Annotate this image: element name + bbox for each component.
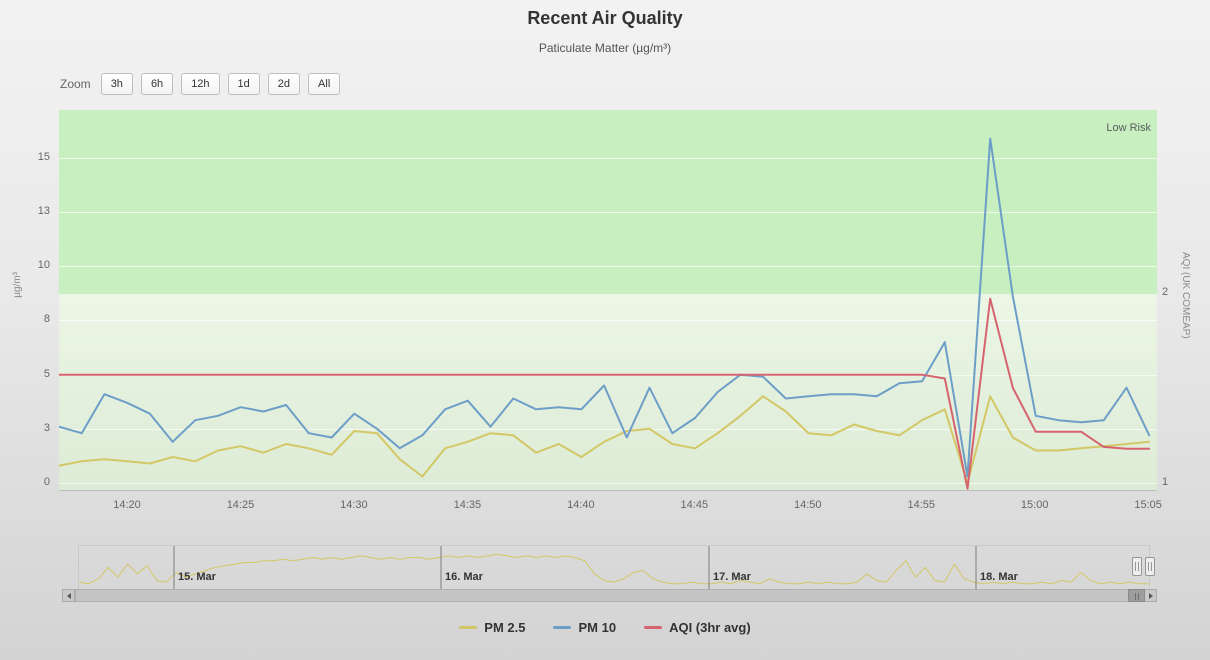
- left-axis-tick-label: 8: [43, 313, 50, 326]
- series-line-pm-10[interactable]: [59, 137, 1151, 478]
- left-axis-tick-label: 10: [37, 259, 50, 272]
- zoom-button-12h[interactable]: 12h: [181, 73, 220, 95]
- zoom-label: Zoom: [60, 77, 91, 91]
- legend: PM 2.5 PM 10 AQI (3hr avg): [0, 620, 1210, 635]
- plot-band-low-risk: [59, 110, 1157, 294]
- navigator-left-handle[interactable]: [1132, 557, 1142, 576]
- left-axis-tick-label: 0: [43, 476, 50, 488]
- x-axis-tick-label: 15:05: [1134, 499, 1162, 511]
- navigator-date-label: 16. Mar: [444, 571, 483, 583]
- x-axis-tick-label: 15:00: [1020, 499, 1049, 511]
- right-axis-title: AQI (UK COMEAP): [1180, 252, 1191, 339]
- legend-label: PM 2.5: [484, 620, 526, 635]
- navigator-date-label: 17. Mar: [713, 571, 751, 583]
- x-axis-tick-label: 14:50: [793, 499, 822, 511]
- legend-line-icon: [553, 626, 572, 629]
- legend-line-icon: [459, 626, 478, 629]
- x-axis-tick-label: 14:35: [453, 499, 482, 511]
- left-axis-tick-label: 5: [43, 367, 50, 380]
- zoom-controls: Zoom 3h 6h 12h 1d 2d All: [60, 72, 341, 96]
- left-axis-tick-label: 13: [37, 205, 50, 218]
- series-line-pm-2-5[interactable]: [59, 395, 1151, 484]
- navigator-series-line: [79, 553, 1149, 585]
- legend-item-pm-10[interactable]: PM 10: [553, 620, 616, 635]
- legend-label: AQI (3hr avg): [669, 620, 751, 635]
- left-axis-title: µg/m³: [12, 272, 23, 298]
- zoom-button-3h[interactable]: 3h: [100, 73, 133, 95]
- right-axis-tick-label: 2: [1162, 286, 1169, 298]
- scrollbar-right-arrow-icon[interactable]: [1144, 589, 1157, 602]
- gridline: [59, 266, 1157, 268]
- right-axis-tick-label: 1: [1162, 476, 1169, 488]
- scrollbar-thumb[interactable]: [1128, 589, 1145, 602]
- legend-item-pm-2-5[interactable]: PM 2.5: [459, 620, 525, 635]
- gridline: [59, 157, 1157, 159]
- navigator[interactable]: [78, 545, 1150, 589]
- x-axis-tick-label: 14:55: [907, 499, 935, 511]
- x-axis-tick-label: 14:20: [113, 499, 141, 511]
- main-plot-area[interactable]: [59, 110, 1157, 490]
- scrollbar-track[interactable]: [75, 589, 1144, 602]
- navigator-date-label: 15. Mar: [178, 571, 216, 583]
- gridline: [59, 428, 1157, 430]
- scrollbar: [62, 589, 1157, 603]
- plot-band-label: Low Risk: [1106, 122, 1151, 134]
- chart-subtitle: Paticulate Matter (µg/m³): [538, 41, 672, 55]
- left-axis-tick-label: 15: [37, 150, 50, 163]
- left-axis-tick-label: 3: [43, 421, 50, 434]
- gridline: [59, 320, 1157, 322]
- series-line-aqi-3hr-avg-[interactable]: [59, 297, 1151, 490]
- zoom-button-6h[interactable]: 6h: [140, 73, 174, 95]
- navigator-date-label: 18. Mar: [979, 571, 1018, 583]
- scrollbar-left-arrow-icon[interactable]: [62, 589, 75, 602]
- gridline: [59, 483, 1157, 484]
- gridline: [59, 212, 1157, 214]
- legend-line-icon: [644, 626, 663, 629]
- zoom-button-2d[interactable]: 2d: [267, 73, 301, 95]
- navigator-right-handle[interactable]: [1145, 557, 1155, 576]
- x-axis-tick-label: 14:45: [680, 499, 709, 511]
- zoom-button-group: 3h 6h 12h 1d 2d All: [100, 73, 341, 95]
- zoom-button-all[interactable]: All: [308, 73, 341, 95]
- chart-title: Recent Air Quality: [527, 8, 683, 28]
- x-axis-tick-label: 14:30: [340, 499, 368, 511]
- legend-label: PM 10: [578, 620, 617, 635]
- x-axis-tick-label: 14:40: [567, 499, 595, 511]
- x-axis-line: [59, 490, 1157, 491]
- x-axis-tick-label: 14:25: [226, 499, 255, 511]
- legend-item-aqi-3hr-avg-[interactable]: AQI (3hr avg): [644, 620, 751, 635]
- zoom-button-1d[interactable]: 1d: [227, 73, 260, 95]
